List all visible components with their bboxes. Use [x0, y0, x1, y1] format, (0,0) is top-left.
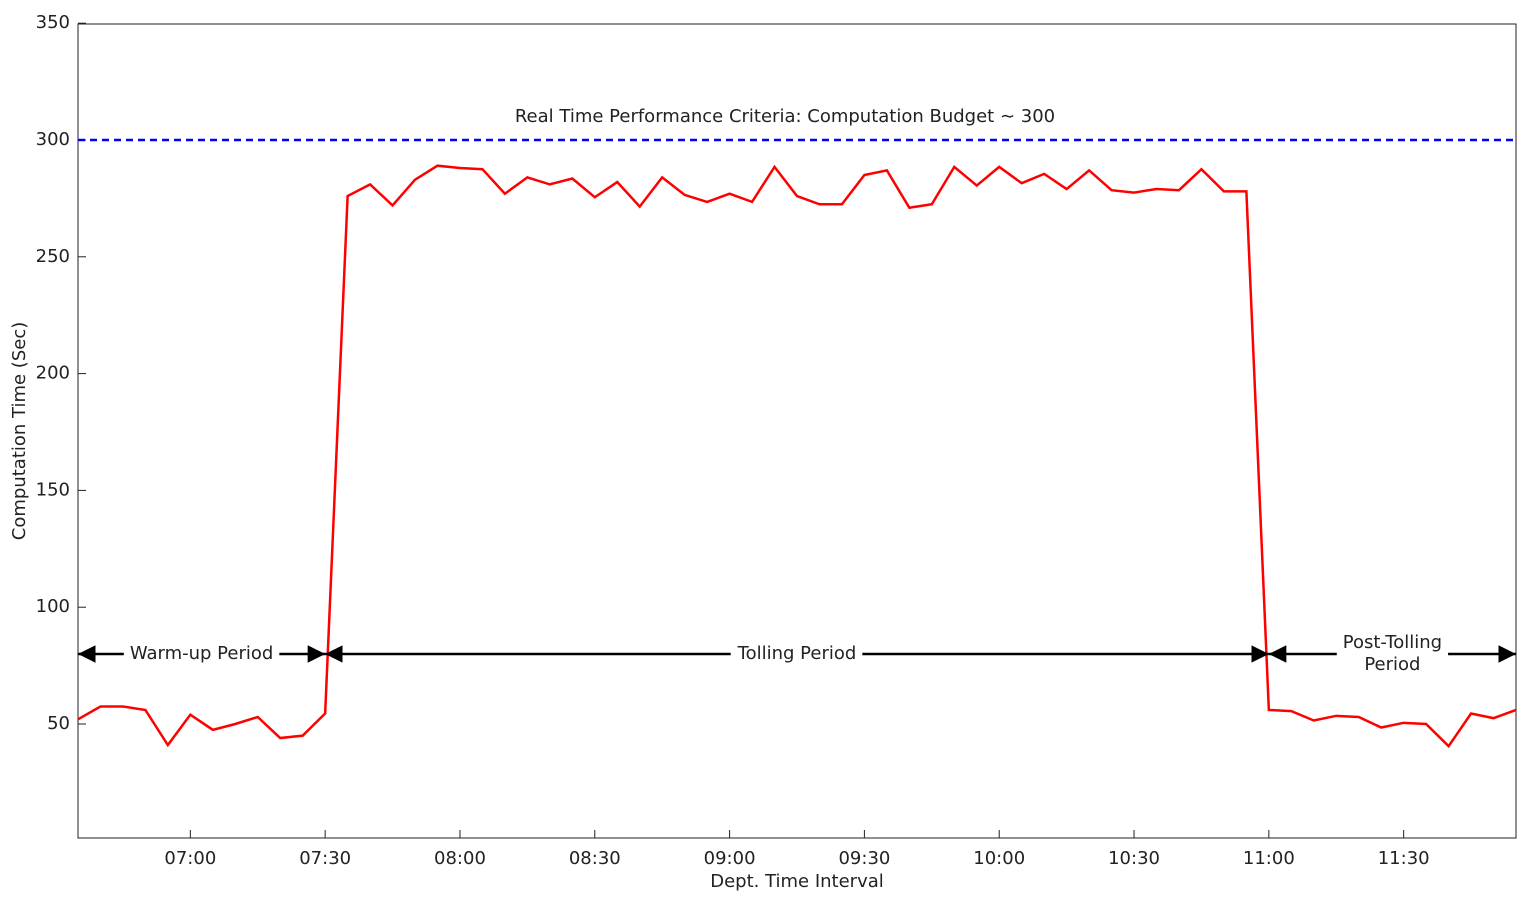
y-tick-label: 150	[36, 479, 70, 500]
x-tick-label: 10:30	[1108, 848, 1160, 869]
period-label: Warm-up Period	[130, 643, 273, 664]
x-tick-label: 10:00	[973, 848, 1025, 869]
period-label: Period	[1364, 654, 1420, 675]
y-tick-label: 200	[36, 363, 70, 384]
x-tick-label: 11:00	[1243, 848, 1295, 869]
x-tick-label: 07:00	[164, 848, 216, 869]
plot-frame	[77, 23, 1517, 839]
y-tick-label: 300	[36, 129, 70, 150]
y-tick-label: 350	[36, 12, 70, 33]
period-label: Post-Tolling	[1343, 632, 1442, 653]
x-tick-label: 09:30	[838, 848, 890, 869]
period-label-bg	[123, 643, 280, 664]
period-label: Tolling Period	[737, 643, 857, 664]
reference-label: Real Time Performance Criteria: Computat…	[515, 106, 1055, 127]
y-tick-label: 50	[47, 713, 70, 734]
y-axis-label: Computation Time (Sec)	[9, 322, 30, 540]
data-line	[77, 164, 1517, 749]
x-tick-label: 11:30	[1378, 848, 1430, 869]
x-tick-label: 07:30	[299, 848, 351, 869]
period-label-bg	[1336, 632, 1449, 675]
x-tick-label: 08:30	[569, 848, 621, 869]
x-tick-label: 09:00	[704, 848, 756, 869]
x-axis-label: Dept. Time Interval	[710, 871, 884, 892]
period-label-bg	[730, 643, 863, 664]
y-tick-label: 250	[36, 246, 70, 267]
y-tick-label: 100	[36, 596, 70, 617]
x-tick-label: 08:00	[434, 848, 486, 869]
